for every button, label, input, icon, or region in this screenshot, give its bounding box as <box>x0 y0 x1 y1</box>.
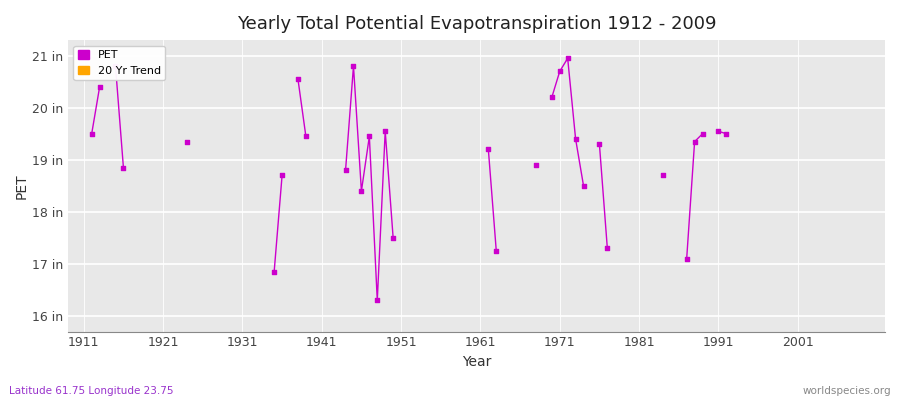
Point <box>600 245 615 252</box>
Point <box>362 133 376 140</box>
Point <box>696 130 710 137</box>
Point <box>378 128 392 134</box>
Point <box>85 130 99 137</box>
Point <box>386 235 400 241</box>
Point <box>338 167 353 174</box>
Point <box>108 63 122 69</box>
Point <box>711 128 725 134</box>
Title: Yearly Total Potential Evapotranspiration 1912 - 2009: Yearly Total Potential Evapotranspiratio… <box>237 15 716 33</box>
Point <box>688 138 702 145</box>
Point <box>489 248 503 254</box>
Point <box>576 183 590 189</box>
Y-axis label: PET: PET <box>15 173 29 199</box>
Point <box>116 164 130 171</box>
Point <box>299 133 313 140</box>
Legend: PET, 20 Yr Trend: PET, 20 Yr Trend <box>74 46 166 80</box>
X-axis label: Year: Year <box>462 355 491 369</box>
Text: Latitude 61.75 Longitude 23.75: Latitude 61.75 Longitude 23.75 <box>9 386 174 396</box>
Point <box>482 146 496 153</box>
Point <box>370 297 384 304</box>
Point <box>544 94 559 100</box>
Point <box>680 256 694 262</box>
Point <box>274 172 289 179</box>
Point <box>656 172 670 179</box>
Point <box>553 68 567 74</box>
Point <box>719 130 733 137</box>
Point <box>291 76 305 82</box>
Point <box>528 162 543 168</box>
Point <box>180 138 194 145</box>
Point <box>346 63 361 69</box>
Point <box>592 141 607 148</box>
Point <box>267 268 282 275</box>
Point <box>561 55 575 62</box>
Point <box>569 136 583 142</box>
Point <box>355 188 369 194</box>
Point <box>93 84 107 90</box>
Text: worldspecies.org: worldspecies.org <box>803 386 891 396</box>
